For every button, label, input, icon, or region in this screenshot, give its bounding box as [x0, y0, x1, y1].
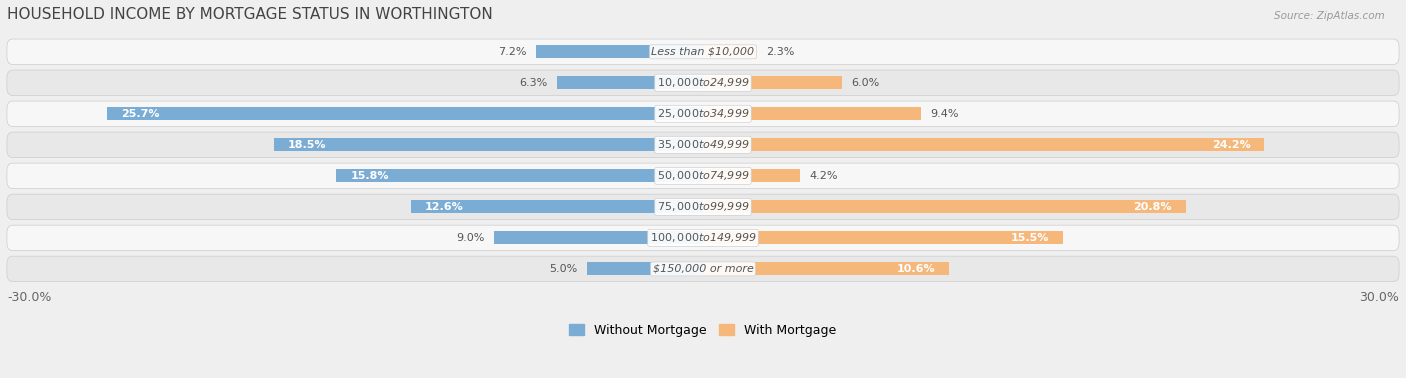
- FancyBboxPatch shape: [7, 256, 1399, 282]
- Text: 24.2%: 24.2%: [1212, 140, 1250, 150]
- Bar: [703, 45, 756, 58]
- Text: Source: ZipAtlas.com: Source: ZipAtlas.com: [1274, 11, 1385, 21]
- FancyBboxPatch shape: [7, 163, 1399, 189]
- Legend: Without Mortgage, With Mortgage: Without Mortgage, With Mortgage: [564, 319, 842, 342]
- Text: 4.2%: 4.2%: [810, 171, 838, 181]
- Bar: [703, 107, 921, 120]
- Text: $150,000 or more: $150,000 or more: [652, 264, 754, 274]
- Bar: [703, 231, 1063, 245]
- Text: 15.5%: 15.5%: [1011, 233, 1049, 243]
- Text: HOUSEHOLD INCOME BY MORTGAGE STATUS IN WORTHINGTON: HOUSEHOLD INCOME BY MORTGAGE STATUS IN W…: [7, 7, 492, 22]
- Bar: [107, 107, 703, 120]
- Text: 9.4%: 9.4%: [931, 109, 959, 119]
- Text: 2.3%: 2.3%: [766, 47, 794, 57]
- Text: -30.0%: -30.0%: [7, 291, 52, 304]
- Bar: [536, 45, 703, 58]
- Bar: [274, 138, 703, 151]
- Text: $100,000 to $149,999: $100,000 to $149,999: [650, 231, 756, 244]
- Bar: [336, 169, 703, 182]
- FancyBboxPatch shape: [7, 194, 1399, 220]
- Text: 20.8%: 20.8%: [1133, 202, 1171, 212]
- Text: $50,000 to $74,999: $50,000 to $74,999: [657, 169, 749, 182]
- Bar: [411, 200, 703, 213]
- FancyBboxPatch shape: [7, 225, 1399, 251]
- Text: 10.6%: 10.6%: [897, 264, 935, 274]
- Bar: [703, 76, 842, 89]
- Text: $35,000 to $49,999: $35,000 to $49,999: [657, 138, 749, 151]
- Text: $75,000 to $99,999: $75,000 to $99,999: [657, 200, 749, 213]
- Text: 30.0%: 30.0%: [1360, 291, 1399, 304]
- Bar: [494, 231, 703, 245]
- Text: 18.5%: 18.5%: [288, 140, 326, 150]
- Text: $25,000 to $34,999: $25,000 to $34,999: [657, 107, 749, 120]
- Text: 15.8%: 15.8%: [350, 171, 389, 181]
- Bar: [586, 262, 703, 276]
- Text: 9.0%: 9.0%: [457, 233, 485, 243]
- Text: 12.6%: 12.6%: [425, 202, 464, 212]
- Text: 5.0%: 5.0%: [550, 264, 578, 274]
- Text: 6.0%: 6.0%: [852, 78, 880, 88]
- FancyBboxPatch shape: [7, 70, 1399, 96]
- Bar: [703, 200, 1185, 213]
- Text: Less than $10,000: Less than $10,000: [651, 47, 755, 57]
- Bar: [703, 169, 800, 182]
- Text: $10,000 to $24,999: $10,000 to $24,999: [657, 76, 749, 89]
- FancyBboxPatch shape: [7, 101, 1399, 127]
- Text: 6.3%: 6.3%: [519, 78, 547, 88]
- Text: 7.2%: 7.2%: [498, 47, 527, 57]
- Bar: [557, 76, 703, 89]
- Bar: [703, 262, 949, 276]
- Text: 25.7%: 25.7%: [121, 109, 159, 119]
- Bar: [703, 138, 1264, 151]
- FancyBboxPatch shape: [7, 39, 1399, 65]
- FancyBboxPatch shape: [7, 132, 1399, 158]
